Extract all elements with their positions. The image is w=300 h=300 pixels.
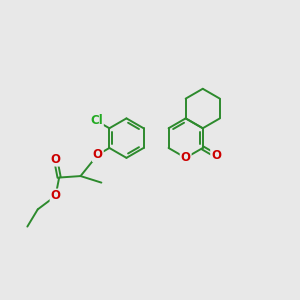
Text: Cl: Cl [90, 114, 103, 127]
Text: O: O [181, 151, 191, 164]
Text: O: O [93, 148, 103, 161]
Text: O: O [51, 190, 61, 202]
Text: O: O [211, 149, 221, 162]
Text: O: O [51, 153, 61, 166]
